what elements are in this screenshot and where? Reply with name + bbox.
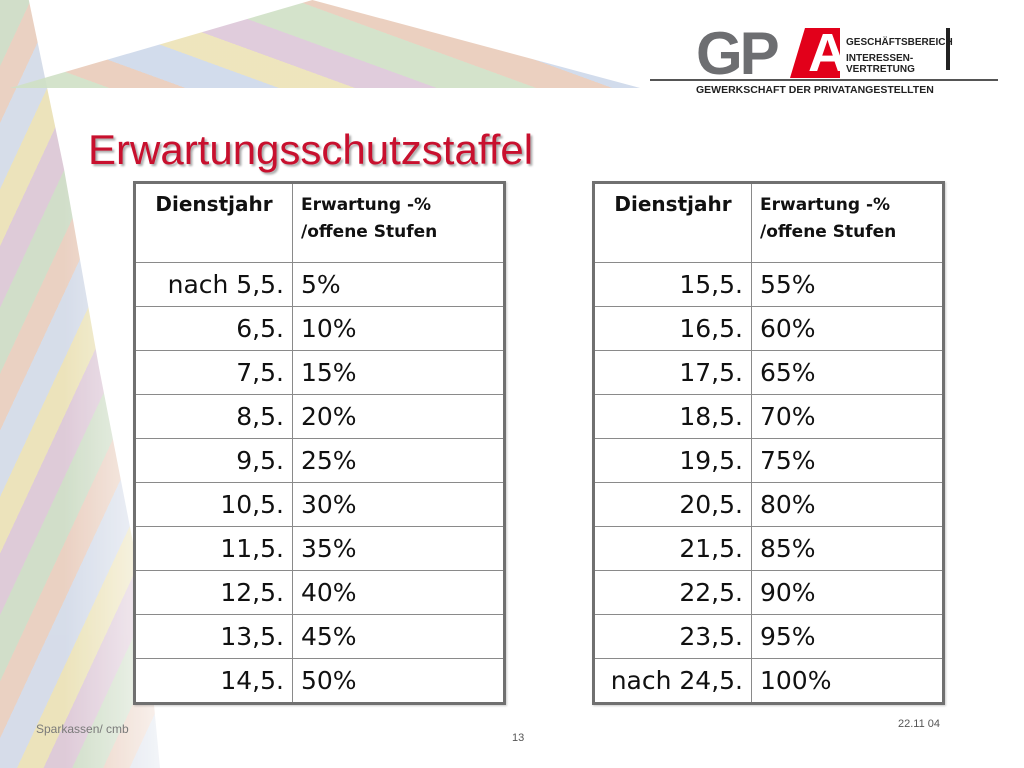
table-row: 11,5. 35% [134, 526, 505, 571]
cell-service-year: 21,5. [593, 526, 752, 571]
cell-service-year: 13,5. [134, 614, 293, 659]
cell-expectation-percent: 90% [751, 570, 944, 615]
header-rule [650, 79, 998, 81]
table-row: 23,5. 95% [593, 614, 944, 659]
table-row: 8,5. 20% [134, 394, 505, 439]
table-row: 18,5. 70% [593, 394, 944, 439]
table-header-row: Dienstjahr Erwartung -% /offene Stufen [593, 182, 944, 263]
table-row: 22,5. 90% [593, 570, 944, 615]
footer-source: Sparkassen/ cmb [36, 722, 129, 736]
cell-service-year: 8,5. [134, 394, 293, 439]
header-expectation-line-1: Erwartung -% [301, 195, 432, 215]
page-title: Erwartungsschutzstaffel [88, 126, 534, 173]
header-expectation-line-1: Erwartung -% [760, 195, 891, 215]
cell-expectation-percent: 5% [292, 262, 505, 307]
cell-expectation-percent: 85% [751, 526, 944, 571]
table-row: 7,5. 15% [134, 350, 505, 395]
cell-expectation-percent: 80% [751, 482, 944, 527]
cell-expectation-percent: 35% [292, 526, 505, 571]
background-banknotes-top [10, 0, 640, 88]
logo-mark-letter: A [808, 23, 845, 83]
cell-service-year: 22,5. [593, 570, 752, 615]
cell-expectation-percent: 50% [292, 658, 505, 704]
table-right-body: 15,5. 55% 16,5. 60% 17,5. 65% 18,5. 70% 19,5. 75%… [593, 262, 944, 704]
header-year: Dienstjahr [593, 182, 752, 263]
logo-mark-letter-block: A [790, 28, 840, 78]
table-row: 17,5. 65% [593, 350, 944, 395]
table-row: 13,5. 45% [134, 614, 505, 659]
cell-service-year: 9,5. [134, 438, 293, 483]
table-row: 21,5. 85% [593, 526, 944, 571]
cell-expectation-percent: 55% [751, 262, 944, 307]
header-expectation-line-2: /offene Stufen [301, 222, 438, 242]
cell-expectation-percent: 20% [292, 394, 505, 439]
logo-line-1: GESCHÄFTSBEREICH [846, 37, 953, 48]
cell-service-year: 20,5. [593, 482, 752, 527]
cell-service-year: nach 5,5. [134, 262, 293, 307]
cell-expectation-percent: 65% [751, 350, 944, 395]
cell-expectation-percent: 95% [751, 614, 944, 659]
cell-service-year: 11,5. [134, 526, 293, 571]
header-expectation: Erwartung -% /offene Stufen [292, 182, 505, 263]
cell-service-year: 15,5. [593, 262, 752, 307]
logo-divider [946, 28, 950, 70]
cell-expectation-percent: 25% [292, 438, 505, 483]
footer-date: 22.11 04 [898, 718, 941, 730]
cell-service-year: nach 24,5. [593, 658, 752, 704]
table-row: nach 5,5. 5% [134, 262, 505, 307]
cell-expectation-percent: 15% [292, 350, 505, 395]
table-row: 12,5. 40% [134, 570, 505, 615]
cell-expectation-percent: 70% [751, 394, 944, 439]
cell-expectation-percent: 100% [751, 658, 944, 704]
page-number: 13 [512, 732, 525, 744]
header-year: Dienstjahr [134, 182, 293, 263]
table-row: 15,5. 55% [593, 262, 944, 307]
table-row: 19,5. 75% [593, 438, 944, 483]
cell-service-year: 17,5. [593, 350, 752, 395]
table-left-body: nach 5,5. 5% 6,5. 10% 7,5. 15% 8,5. 20% 9,5. 25% 1… [134, 262, 505, 704]
logo-mark: GP [696, 20, 780, 87]
cell-expectation-percent: 40% [292, 570, 505, 615]
table-row: 20,5. 80% [593, 482, 944, 527]
cell-expectation-percent: 45% [292, 614, 505, 659]
cell-service-year: 10,5. [134, 482, 293, 527]
table-right: Dienstjahr Erwartung -% /offene Stufen 1… [592, 181, 945, 705]
table-row: nach 24,5. 100% [593, 658, 944, 704]
table-row: 6,5. 10% [134, 306, 505, 351]
cell-service-year: 18,5. [593, 394, 752, 439]
cell-service-year: 7,5. [134, 350, 293, 395]
table-left: Dienstjahr Erwartung -% /offene Stufen n… [133, 181, 506, 705]
table-header-row: Dienstjahr Erwartung -% /offene Stufen [134, 182, 505, 263]
logo-tagline: GEWERKSCHAFT DER PRIVATANGESTELLTEN [696, 84, 934, 96]
cell-service-year: 16,5. [593, 306, 752, 351]
cell-service-year: 6,5. [134, 306, 293, 351]
cell-expectation-percent: 75% [751, 438, 944, 483]
table-row: 10,5. 30% [134, 482, 505, 527]
cell-service-year: 23,5. [593, 614, 752, 659]
logo-line-3: VERTRETUNG [846, 64, 915, 75]
gpa-logo: GP A GESCHÄFTSBEREICH INTERESSEN- VERTRE… [696, 20, 956, 100]
table-row: 16,5. 60% [593, 306, 944, 351]
cell-service-year: 14,5. [134, 658, 293, 704]
cell-expectation-percent: 30% [292, 482, 505, 527]
logo-line-2: INTERESSEN- [846, 53, 914, 64]
cell-expectation-percent: 10% [292, 306, 505, 351]
header-expectation: Erwartung -% /offene Stufen [751, 182, 944, 263]
table-row: 14,5. 50% [134, 658, 505, 704]
cell-service-year: 12,5. [134, 570, 293, 615]
cell-service-year: 19,5. [593, 438, 752, 483]
table-row: 9,5. 25% [134, 438, 505, 483]
header-expectation-line-2: /offene Stufen [760, 222, 897, 242]
cell-expectation-percent: 60% [751, 306, 944, 351]
